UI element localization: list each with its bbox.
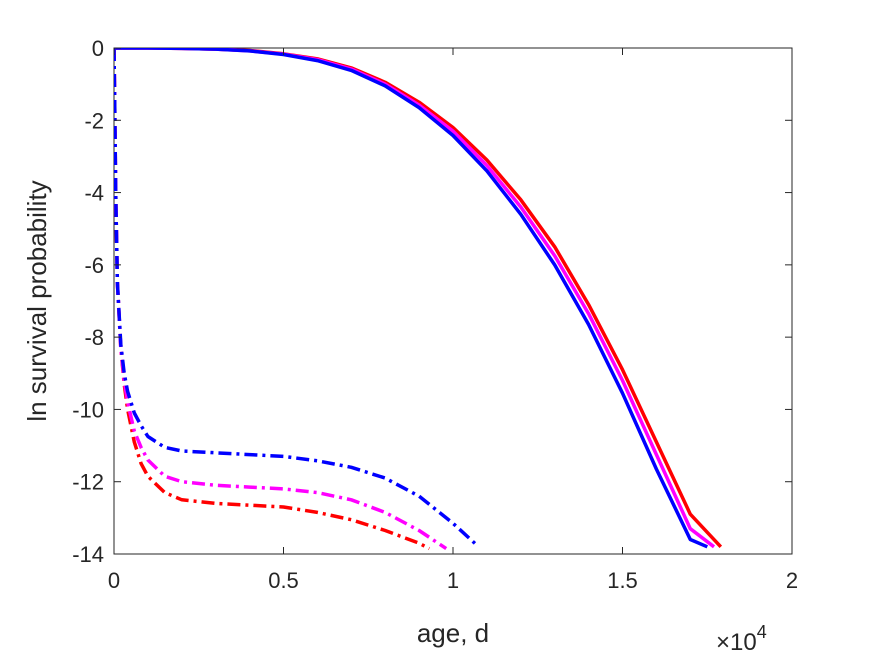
x-tick-label-2: 0.5 [268,568,299,593]
y-tick-label-8: -14 [72,542,104,567]
series-line-6 [114,48,478,547]
x-tick-label-4: 1.5 [607,568,638,593]
y-tick-label-1: 0 [92,36,104,61]
y-axis-label: ln survival probability [22,180,52,421]
y-tick-label-5: -8 [84,325,104,350]
x-axis-exponent-power: 4 [757,622,767,642]
series-line-3 [114,48,708,549]
x-axis-exponent: ×104 [716,622,767,656]
y-tick-label-2: -2 [84,108,104,133]
x-tick-label-1: 0 [108,568,120,593]
x-axis-exponent-base: ×10 [716,629,757,656]
y-axis-ticks: 0 -2 -4 -6 -8 -10 -12 -14 [72,36,792,567]
series-layer [114,48,723,551]
x-tick-label-3: 1 [447,568,459,593]
x-tick-label-5: 2 [786,568,798,593]
y-tick-label-3: -4 [84,181,104,206]
y-tick-label-7: -12 [72,470,104,495]
plot-area [113,47,793,555]
y-tick-label-6: -10 [72,397,104,422]
y-tick-label-4: -6 [84,253,104,278]
x-axis-label: age, d [417,618,489,648]
x-axis-ticks: 0 0.5 1 1.5 2 [108,48,798,593]
